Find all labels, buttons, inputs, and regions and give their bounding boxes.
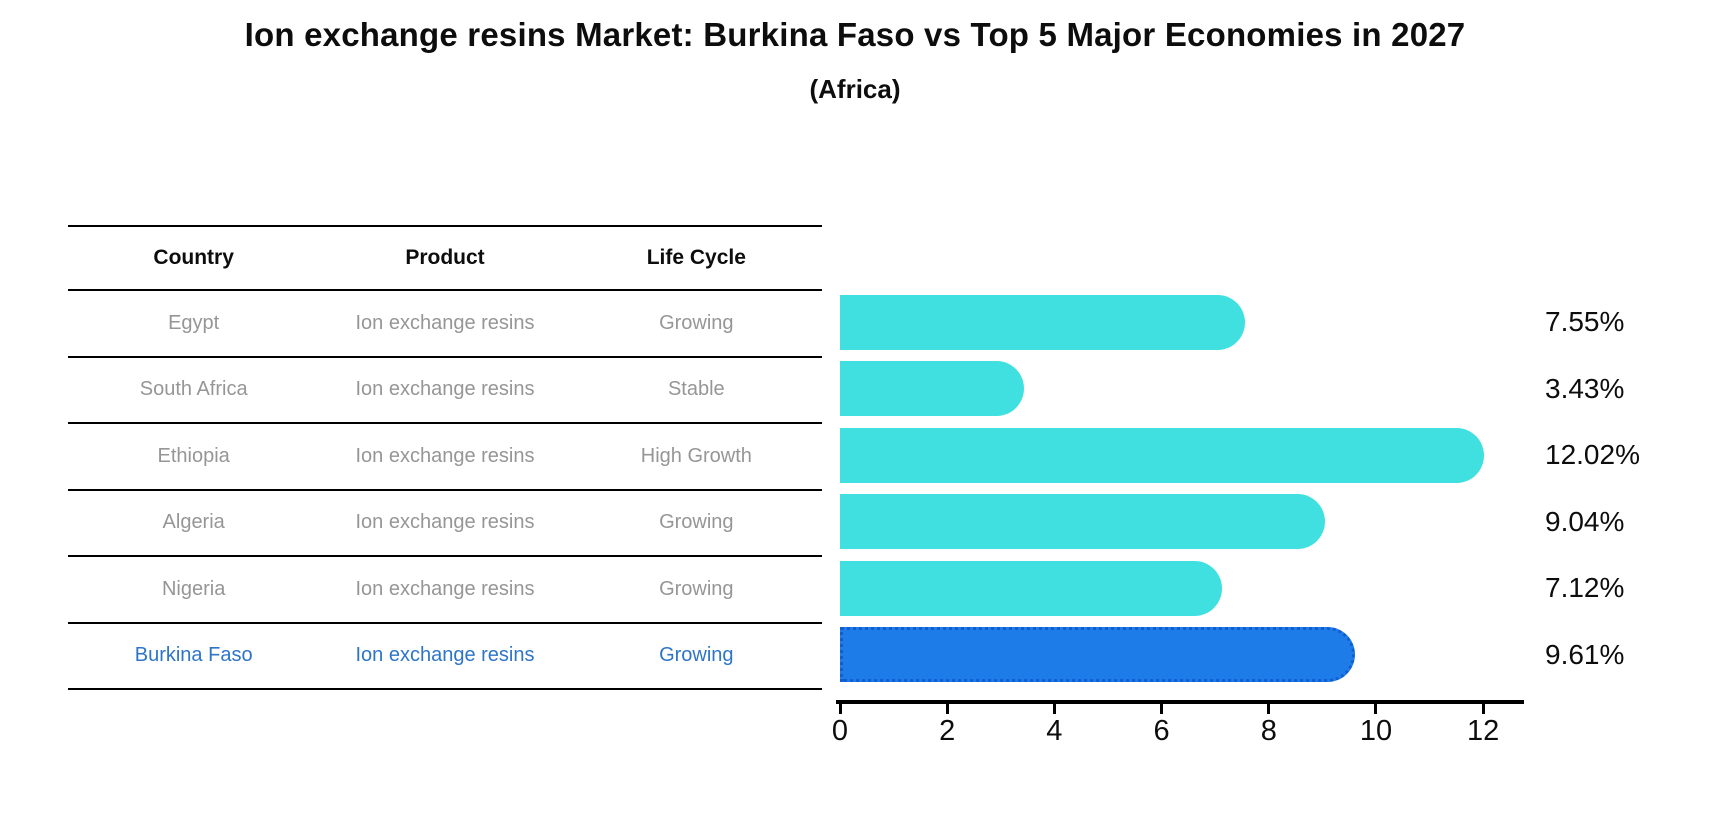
table-header: Country Product Life Cycle [68,226,822,290]
x-tick-label-8: 8 [1260,715,1277,747]
product-cell: Ion exchange resins [355,378,535,401]
table-header-row: Country Product Life Cycle [68,226,822,290]
value-label-egypt: 7.55% [1545,306,1625,337]
country-cell: Egypt [168,311,220,334]
value-label-burkina-faso: 9.61% [1545,638,1625,670]
country-cell: South Africa [139,378,248,401]
bar-south-africa [840,361,1024,417]
value-label-algeria: 9.04% [1545,505,1625,537]
product-cell: Ion exchange resins [355,644,535,667]
table-row-algeria: Algeria Ion exchange resins Growing [68,490,822,556]
table-row-ethiopia: Ethiopia Ion exchange resins High Growth [68,423,822,490]
value-label-nigeria: 7.12% [1545,572,1625,603]
life-cycle-cell: Growing [659,511,734,534]
country-cell: Ethiopia [157,444,230,467]
column-header-life-cycle: Life Cycle [646,246,746,269]
country-info-table: Country Product Life Cycle Egypt Ion exchan… [68,225,822,690]
x-axis-line [836,700,1524,704]
value-label-ethiopia: 12.02% [1545,439,1640,470]
bar-egypt [840,294,1245,350]
life-cycle-cell: Growing [659,577,734,600]
x-tick-8 [1267,703,1271,714]
country-cell: Nigeria [161,577,226,600]
x-tick-label-4: 4 [1046,715,1063,747]
column-header-country: Country [153,246,234,269]
country-cell: Algeria [162,511,225,534]
product-cell: Ion exchange resins [355,311,535,334]
value-label-south-africa: 3.43% [1545,372,1625,404]
life-cycle-cell: High Growth [640,444,752,467]
life-cycle-cell: Stable [667,378,725,401]
product-cell: Ion exchange resins [355,577,535,600]
product-cell: Ion exchange resins [355,444,535,467]
chart-title: Ion exchange resins Market: Burkina Faso… [244,16,1466,53]
table-row-egypt: Egypt Ion exchange resins Growing [68,290,822,357]
x-tick-label-0: 0 [831,715,849,747]
product-cell: Ion exchange resins [355,511,535,534]
x-tick-0 [838,703,842,714]
x-tick-10 [1374,703,1378,714]
x-tick-6 [1160,703,1164,714]
bar-chart: 0 2 4 6 8 10 12 [832,225,1530,765]
table-row-south-africa: South Africa Ion exchange resins Stable [68,357,822,423]
x-tick-label-6: 6 [1153,715,1170,747]
table-row-burkina-faso: Burkina Faso Ion exchange resins Growing [68,623,822,689]
bar-algeria [840,494,1325,550]
bar-nigeria [840,560,1222,616]
x-tick-label-12: 12 [1467,715,1500,747]
chart-subtitle: (Africa) [809,74,901,104]
x-tick-label-10: 10 [1359,715,1393,747]
x-tick-4 [1052,703,1056,714]
country-cell: Burkina Faso [134,644,253,667]
x-tick-12 [1481,703,1485,714]
column-header-product: Product [405,246,485,269]
x-tick-label-2: 2 [939,715,956,747]
bar-burkina-faso [840,627,1356,683]
table-body: Egypt Ion exchange resins Growing South Afr… [68,290,822,689]
x-tick-2 [945,703,949,714]
bar-ethiopia [840,427,1485,483]
life-cycle-cell: Growing [659,644,734,667]
table-row-nigeria: Nigeria Ion exchange resins Growing [68,556,822,623]
life-cycle-cell: Growing [659,311,734,334]
